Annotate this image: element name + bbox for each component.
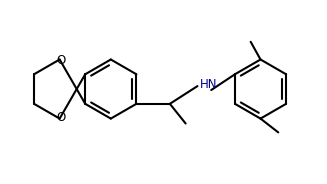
Text: HN: HN bbox=[199, 78, 217, 91]
Text: O: O bbox=[56, 54, 65, 67]
Text: O: O bbox=[56, 111, 65, 124]
